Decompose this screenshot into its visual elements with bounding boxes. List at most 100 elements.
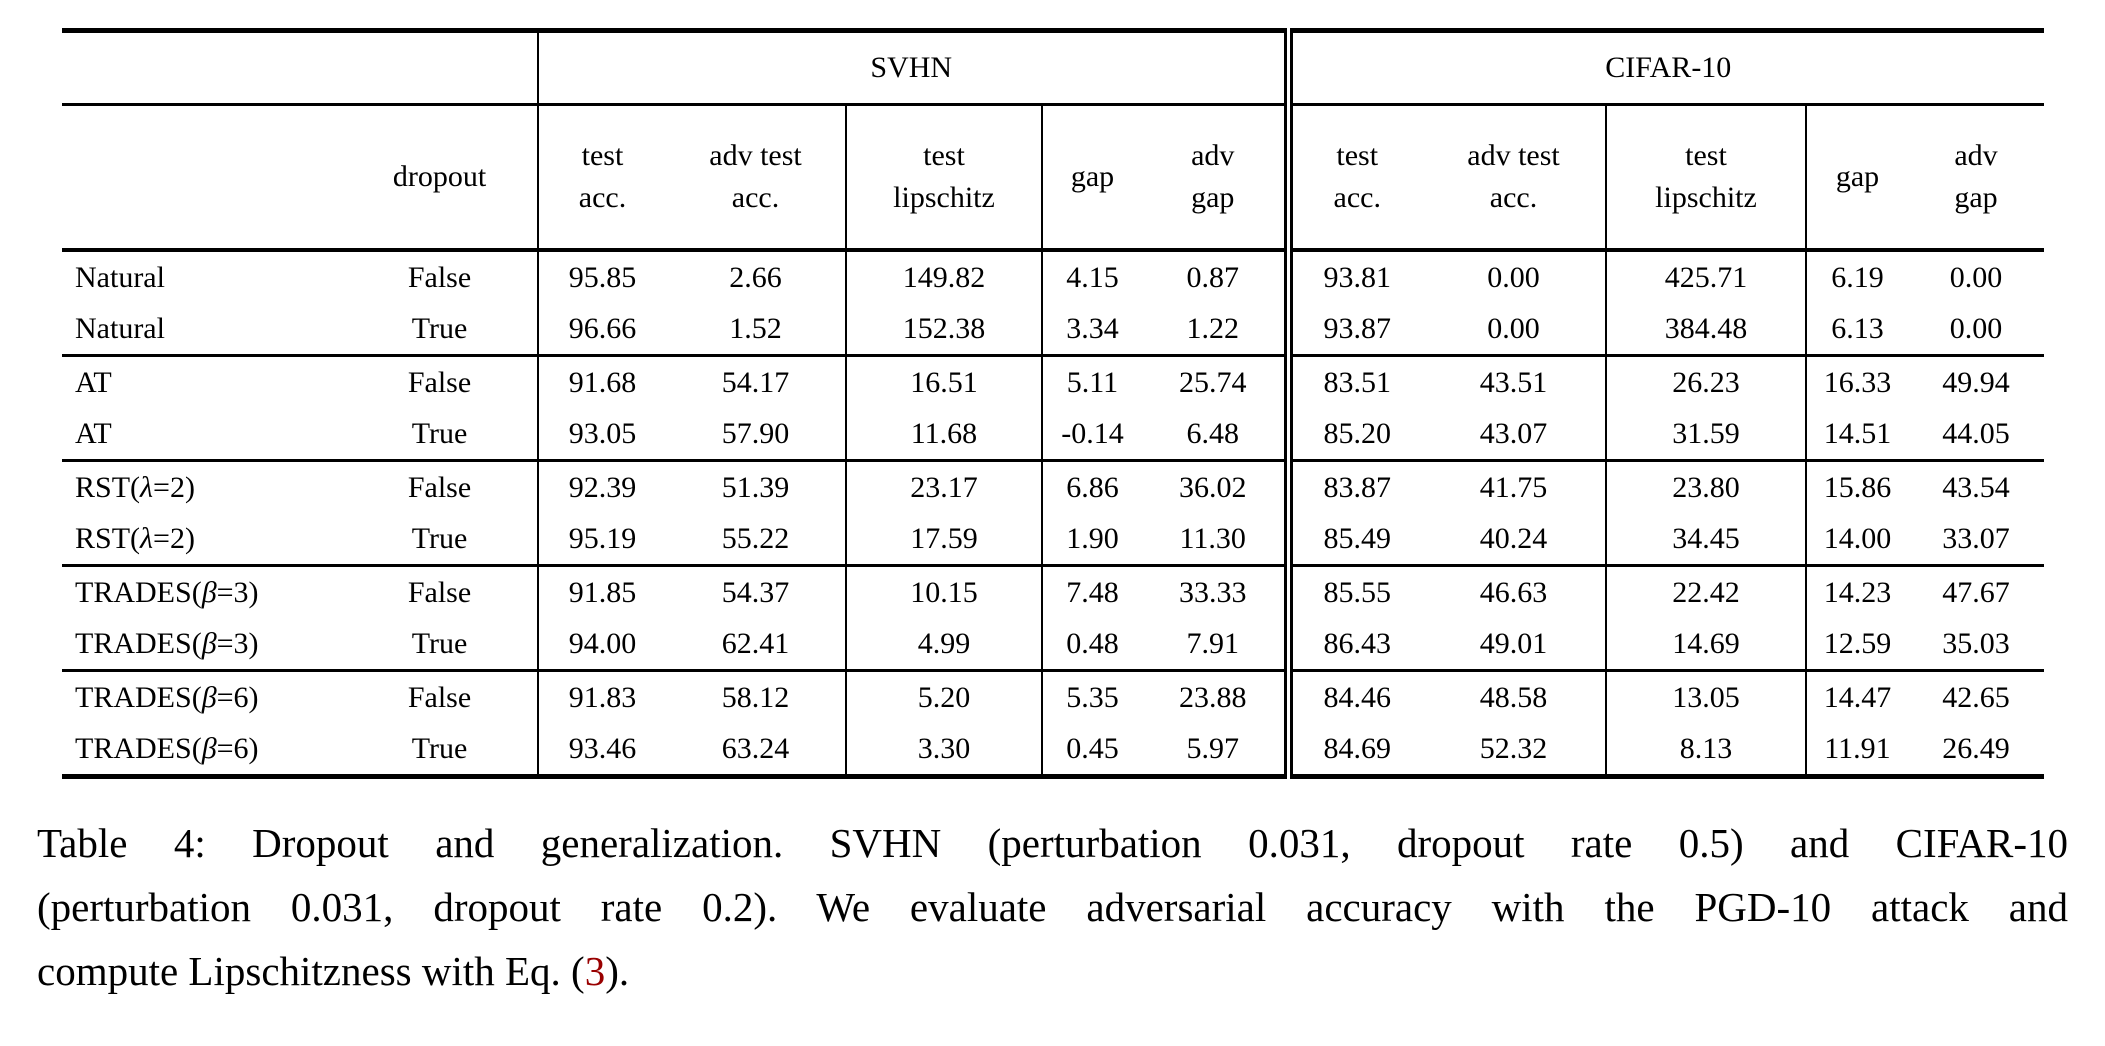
- value-cell: 43.54: [1908, 459, 2044, 513]
- table-row: TRADES(β=3) False 91.85 54.37 10.15 7.48 33.33…: [62, 564, 2044, 618]
- method-cell: TRADES(β=3): [75, 626, 259, 660]
- value-cell: 0.45: [1041, 723, 1142, 779]
- value-cell: 49.94: [1908, 354, 2044, 408]
- value-cell: 14.51: [1805, 408, 1908, 461]
- value-cell: 54.17: [666, 354, 846, 408]
- caption-line-3-end: ).: [605, 948, 630, 994]
- value-cell: 11.91: [1805, 723, 1908, 779]
- method-cell: TRADES(β=6): [62, 723, 342, 779]
- col-header-line: gap: [1954, 181, 1998, 214]
- table-row: AT True 93.05 57.90 11.68 -0.14 6.48 85.20 43.07…: [62, 408, 2044, 461]
- value-cell: 34.45: [1605, 513, 1806, 566]
- method-cell: AT: [62, 354, 342, 408]
- value-cell: 17.59: [845, 513, 1042, 566]
- caption-line-3: compute Lipschitzness with Eq. (3).: [37, 939, 2068, 1003]
- value-cell: 36.02: [1142, 459, 1288, 513]
- col-header-line: adv: [1191, 139, 1235, 172]
- value-cell: 44.05: [1942, 416, 2010, 450]
- value-cell: 2.66: [729, 260, 782, 294]
- col-header-line: gap: [1835, 160, 1880, 193]
- value-cell: 93.81: [1283, 250, 1422, 303]
- col-header-method: [62, 104, 342, 252]
- col-header-cifar-adv-gap: adv gap: [1908, 104, 2044, 252]
- value-cell: 41.75: [1422, 459, 1606, 513]
- col-header-cifar-test-lipschitz: test lipschitz: [1605, 104, 1806, 252]
- group-header-cifar10: CIFAR-10: [1283, 28, 2044, 106]
- dropout-cell: True: [411, 416, 468, 450]
- value-cell: 0.48: [1041, 618, 1142, 671]
- col-header-line: test: [1685, 139, 1727, 172]
- method-cell: Natural: [75, 260, 165, 294]
- dropout-cell: True: [411, 311, 468, 345]
- value-cell: 83.87: [1283, 459, 1422, 513]
- table-body: Natural False 95.85 2.66 149.82 4.15 0.87 93.81…: [62, 250, 2044, 779]
- value-cell: 26.49: [1908, 723, 2044, 779]
- value-cell: -0.14: [1041, 408, 1142, 461]
- value-cell: 5.20: [845, 669, 1042, 723]
- method-cell: RST(λ=2): [62, 459, 342, 513]
- table-row: Natural False 95.85 2.66 149.82 4.15 0.87 93.81…: [62, 250, 2044, 303]
- value-cell: 35.03: [1942, 626, 2010, 660]
- value-cell: 95.19: [537, 513, 666, 566]
- value-cell: 5.97: [1142, 723, 1288, 779]
- caption-line-1: Table 4: Dropout and generalization. SVH…: [37, 820, 2068, 866]
- table-row: TRADES(β=6) True 93.46 63.24 3.30 0.45 5.97 84.…: [62, 723, 2044, 779]
- value-cell: 3.34: [1041, 303, 1142, 356]
- col-header-svhn-test-acc: test acc.: [537, 104, 666, 252]
- value-cell: 0.00: [1487, 260, 1540, 294]
- value-cell: 1.22: [1186, 311, 1240, 345]
- col-header-dropout: dropout: [342, 104, 538, 252]
- method-cell: TRADES(β=3): [62, 564, 342, 618]
- value-cell: 33.33: [1142, 564, 1288, 618]
- value-cell: 85.20: [1283, 408, 1422, 461]
- value-cell: 94.00: [537, 618, 666, 671]
- value-cell: 14.00: [1805, 513, 1908, 566]
- value-cell: 149.82: [845, 250, 1042, 303]
- value-cell: 91.83: [537, 669, 666, 723]
- value-cell: 51.39: [666, 459, 846, 513]
- col-header-svhn-adv-gap: adv gap: [1142, 104, 1288, 252]
- value-cell: 23.88: [1142, 669, 1288, 723]
- value-cell: 91.85: [537, 564, 666, 618]
- value-cell: 26.23: [1605, 354, 1806, 408]
- col-header-line: acc.: [1333, 181, 1381, 214]
- col-header-line: lipschitz: [893, 181, 995, 214]
- value-cell: 25.74: [1142, 354, 1288, 408]
- equation-3-link[interactable]: 3: [584, 948, 606, 994]
- col-header-cifar-test-acc: test acc.: [1283, 104, 1422, 252]
- table-row: AT False 91.68 54.17 16.51 5.11 25.74 83.51 43.5…: [62, 354, 2044, 408]
- value-cell: 13.05: [1605, 669, 1806, 723]
- value-cell: 6.86: [1041, 459, 1142, 513]
- results-table-wrap: SVHN CIFAR-10 dropout test acc. adv test…: [62, 28, 2044, 779]
- value-cell: 7.91: [1186, 626, 1240, 660]
- col-header-svhn-test-lipschitz: test lipschitz: [845, 104, 1042, 252]
- value-cell: 31.59: [1605, 408, 1806, 461]
- dropout-cell: True: [342, 723, 538, 779]
- col-header-line: adv: [1954, 139, 1998, 172]
- table-row: TRADES(β=6) False 91.83 58.12 5.20 5.35 23.88 8…: [62, 669, 2044, 723]
- value-cell: 1.52: [729, 311, 782, 345]
- value-cell: 3.30: [845, 723, 1042, 779]
- value-cell: 49.01: [1479, 626, 1548, 660]
- col-header-svhn-adv-test-acc: adv test acc.: [666, 104, 846, 252]
- table-caption: Table 4: Dropout and generalization. SVH…: [37, 811, 2068, 1003]
- value-cell: 33.07: [1942, 521, 2010, 555]
- value-cell: 6.48: [1186, 416, 1240, 450]
- col-header-line: gap: [1070, 160, 1115, 193]
- value-cell: 1.90: [1041, 513, 1142, 566]
- group-header-spacer: [62, 28, 538, 106]
- value-cell: 95.85: [537, 250, 666, 303]
- value-cell: 47.67: [1908, 564, 2044, 618]
- value-cell: 0.00: [1949, 260, 2003, 294]
- value-cell: 0.00: [1487, 311, 1540, 345]
- col-header-cifar-gap: gap: [1805, 104, 1908, 252]
- value-cell: 23.17: [845, 459, 1042, 513]
- dropout-cell: False: [342, 564, 538, 618]
- value-cell: 83.51: [1283, 354, 1422, 408]
- value-cell: 425.71: [1605, 250, 1806, 303]
- value-cell: 96.66: [537, 303, 666, 356]
- results-table: SVHN CIFAR-10 dropout test acc. adv test…: [62, 28, 2044, 779]
- col-header-line: adv test: [1467, 139, 1560, 172]
- dropout-cell: False: [342, 669, 538, 723]
- value-cell: 43.07: [1479, 416, 1548, 450]
